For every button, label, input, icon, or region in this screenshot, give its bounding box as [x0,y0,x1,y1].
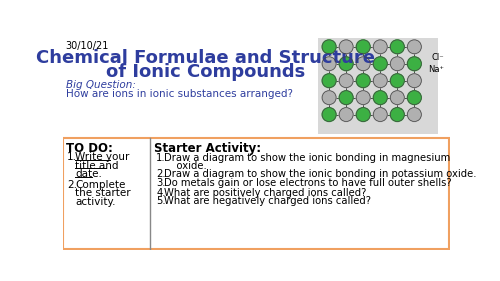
Text: 4.: 4. [156,188,166,198]
Text: Do metals gain or lose electrons to have full outer shells?: Do metals gain or lose electrons to have… [164,178,452,189]
Circle shape [322,74,336,88]
Text: Starter Activity:: Starter Activity: [154,142,261,155]
Circle shape [390,40,404,54]
Circle shape [374,91,387,105]
Text: Na⁺: Na⁺ [428,65,444,74]
Bar [318,38,438,134]
Circle shape [374,40,387,54]
Circle shape [339,108,353,121]
Circle shape [339,57,353,71]
Text: Draw a diagram to show the ionic bonding in magnesium: Draw a diagram to show the ionic bonding… [164,153,450,163]
Text: Write your: Write your [75,152,130,162]
Circle shape [322,91,336,105]
Text: 30/10/21: 30/10/21 [66,41,109,51]
Circle shape [408,40,422,54]
Bar [64,138,449,249]
Circle shape [322,108,336,121]
Text: 5.: 5. [156,196,166,206]
Text: 2.: 2. [67,180,77,190]
Text: Draw a diagram to show the ionic bonding in potassium oxide.: Draw a diagram to show the ionic bonding… [164,169,476,179]
Text: 1.: 1. [67,152,77,162]
Text: 2.: 2. [156,169,166,179]
Circle shape [374,57,387,71]
Text: date.: date. [75,169,102,179]
Circle shape [390,108,404,121]
Circle shape [390,91,404,105]
Circle shape [374,74,387,88]
Text: 1.: 1. [156,153,166,163]
Text: Big Question:: Big Question: [66,80,136,90]
Circle shape [408,108,422,121]
Circle shape [356,57,370,71]
Text: Cl⁻: Cl⁻ [431,53,444,62]
Text: oxide.: oxide. [164,161,207,171]
Text: the starter: the starter [75,189,130,198]
Circle shape [408,74,422,88]
Circle shape [356,108,370,121]
Text: How are ions in ionic substances arranged?: How are ions in ionic substances arrange… [66,89,292,99]
Circle shape [322,40,336,54]
Text: Complete: Complete [75,180,126,190]
Circle shape [339,91,353,105]
Text: Chemical Formulae and Structure: Chemical Formulae and Structure [36,49,376,67]
Circle shape [356,74,370,88]
Circle shape [374,108,387,121]
Circle shape [408,57,422,71]
Circle shape [356,40,370,54]
Circle shape [390,74,404,88]
Text: of Ionic Compounds: of Ionic Compounds [106,63,306,81]
Circle shape [390,57,404,71]
Text: TO DO:: TO DO: [66,142,113,155]
Circle shape [322,57,336,71]
Circle shape [356,91,370,105]
Text: 3.: 3. [156,178,166,189]
Text: activity.: activity. [75,197,116,207]
Circle shape [339,40,353,54]
Text: What are negatively charged ions called?: What are negatively charged ions called? [164,196,371,206]
Text: title and: title and [75,161,118,171]
Text: What are positively charged ions called?: What are positively charged ions called? [164,188,366,198]
Circle shape [408,91,422,105]
Circle shape [339,74,353,88]
